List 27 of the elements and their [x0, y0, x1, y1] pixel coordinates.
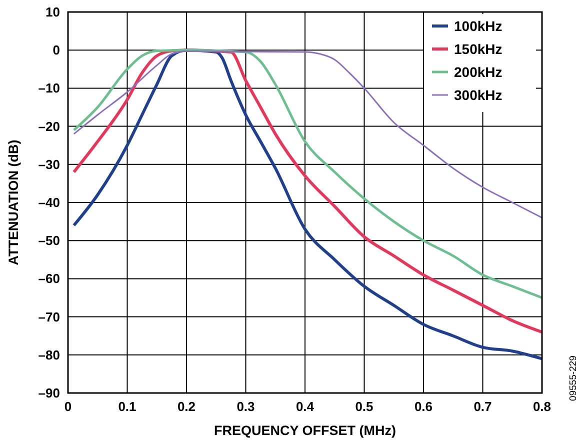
legend-label: 300kHz	[454, 87, 502, 103]
x-tick-label: 0.3	[236, 399, 255, 414]
y-tick-label: –70	[38, 309, 60, 324]
text: 09555-229	[568, 356, 579, 401]
y-tick-label: –90	[38, 386, 60, 400]
y-tick-label: –80	[38, 347, 60, 362]
x-tick-label: 0.5	[355, 399, 374, 414]
y-tick-label: –30	[38, 156, 60, 172]
x-tick-label: 0.7	[474, 399, 492, 414]
x-tick-label: 0.6	[414, 399, 433, 414]
x-tick-label: 0.8	[532, 399, 552, 414]
y-tick-label: –40	[38, 195, 60, 210]
y-tick-label: 10	[46, 4, 60, 20]
legend-label: 150kHz	[454, 41, 502, 57]
y-tick-label: –10	[38, 80, 60, 96]
y-tick-label: –50	[38, 233, 60, 248]
x-tick-label: 0.4	[296, 399, 315, 414]
y-tick-label: –60	[38, 271, 60, 286]
x-tick-label: 0.1	[118, 399, 136, 414]
legend-label: 200kHz	[454, 64, 502, 80]
x-axis-title: FREQUENCY OFFSET (MHz)	[214, 423, 396, 438]
y-tick-label: 0	[52, 42, 60, 58]
x-tick-label: 0.2	[177, 399, 196, 414]
y-axis-title: ATTENUATION (dB)	[6, 140, 21, 266]
y-tick-label: –20	[38, 118, 60, 134]
legend-label: 100kHz	[454, 18, 502, 34]
x-tick-label: 0	[64, 399, 72, 414]
